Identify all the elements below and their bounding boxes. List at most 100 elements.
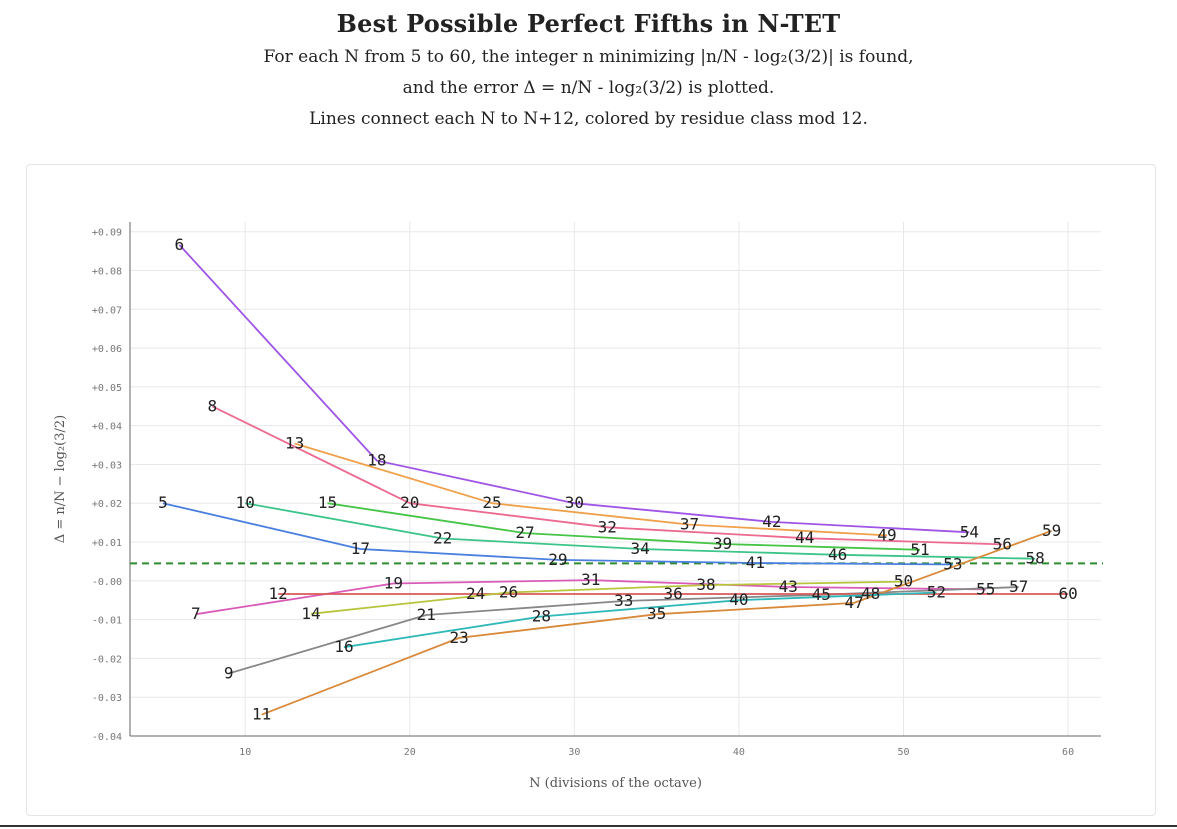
point-label: 42 bbox=[762, 512, 781, 531]
y-tick-label: +0.06 bbox=[92, 344, 122, 355]
description-line-2: and the error Δ = n/N - log₂(3/2) is plo… bbox=[402, 78, 775, 98]
point-label: 59 bbox=[1042, 521, 1061, 540]
point-label: 53 bbox=[943, 555, 962, 574]
point-label: 10 bbox=[236, 493, 255, 512]
point-label: 20 bbox=[400, 493, 419, 512]
series-line bbox=[245, 502, 1036, 560]
point-label: 11 bbox=[252, 705, 271, 724]
point-label: 51 bbox=[910, 540, 929, 559]
point-label: 30 bbox=[565, 493, 584, 512]
series-line bbox=[294, 442, 888, 537]
y-tick-label: -0.01 bbox=[92, 616, 122, 627]
x-tick-label: 50 bbox=[897, 747, 909, 758]
point-label: 7 bbox=[191, 604, 201, 623]
series-lines bbox=[162, 244, 1069, 716]
point-label: 13 bbox=[285, 434, 304, 453]
point-label: 58 bbox=[1026, 549, 1045, 568]
point-label: 27 bbox=[515, 523, 534, 542]
point-label: 38 bbox=[696, 575, 715, 594]
point-label: 40 bbox=[729, 590, 748, 609]
point-label: 37 bbox=[680, 515, 699, 534]
series-line bbox=[327, 502, 921, 551]
series-line bbox=[261, 529, 1052, 716]
point-label: 41 bbox=[746, 553, 765, 572]
point-label: 16 bbox=[334, 637, 353, 656]
series-line bbox=[162, 502, 953, 566]
y-tick-label: +0.04 bbox=[92, 422, 122, 433]
point-label: 52 bbox=[927, 582, 946, 601]
series-line bbox=[211, 405, 1003, 546]
point-label: 60 bbox=[1058, 584, 1077, 603]
point-label: 29 bbox=[548, 550, 567, 569]
x-tick-label: 30 bbox=[568, 747, 580, 758]
point-label: 22 bbox=[433, 529, 452, 548]
point-label: 14 bbox=[301, 604, 320, 623]
y-tick-label: +0.09 bbox=[92, 228, 122, 239]
point-label: 8 bbox=[207, 396, 217, 415]
axes: +0.09 +0.08 +0.07 +0.06 +0.05 +0.04 +0.03 +0.02… bbox=[92, 222, 1101, 758]
y-tick-label: +0.02 bbox=[92, 499, 122, 510]
point-label: 44 bbox=[795, 528, 814, 547]
point-label: 46 bbox=[828, 545, 847, 564]
point-label: 12 bbox=[268, 584, 287, 603]
bottom-rule bbox=[0, 825, 1177, 827]
series-line bbox=[178, 244, 970, 534]
series-line bbox=[343, 591, 937, 649]
chart-description: For each N from 5 to 60, the integer n m… bbox=[0, 42, 1177, 135]
point-label: 26 bbox=[499, 582, 518, 601]
point-label: 54 bbox=[960, 522, 979, 541]
point-label: 45 bbox=[812, 585, 831, 604]
point-label: 34 bbox=[631, 539, 650, 558]
point-label: 48 bbox=[861, 584, 880, 603]
y-tick-label: -0.02 bbox=[92, 654, 122, 665]
point-label: 5 bbox=[158, 493, 168, 512]
x-tick-label: 40 bbox=[733, 747, 745, 758]
point-label: 9 bbox=[224, 664, 234, 683]
x-tick-label: 60 bbox=[1062, 747, 1074, 758]
point-label: 39 bbox=[713, 534, 732, 553]
point-label: 23 bbox=[450, 628, 469, 647]
point-label: 24 bbox=[466, 584, 485, 603]
point-label: 33 bbox=[614, 591, 633, 610]
point-label: 25 bbox=[482, 493, 501, 512]
series-line bbox=[228, 586, 1019, 675]
y-tick-label: +0.08 bbox=[92, 266, 122, 277]
y-tick-label: -0.03 bbox=[92, 693, 122, 704]
point-label: 50 bbox=[894, 572, 913, 591]
description-line-1: For each N from 5 to 60, the integer n m… bbox=[263, 47, 914, 67]
y-tick-label: +0.05 bbox=[92, 383, 122, 394]
x-axis-label: N (divisions of the octave) bbox=[529, 776, 702, 791]
description-line-3: Lines connect each N to N+12, colored by… bbox=[309, 109, 868, 129]
point-label: 28 bbox=[532, 607, 551, 626]
point-label: 47 bbox=[845, 593, 864, 612]
chart-title: Best Possible Perfect Fifths in N-TET bbox=[336, 9, 841, 38]
point-label: 36 bbox=[663, 584, 682, 603]
y-axis-label: Δ = n/N − log₂(3/2) bbox=[53, 415, 68, 543]
point-label: 55 bbox=[976, 579, 995, 598]
y-tick-label: -0.00 bbox=[92, 577, 122, 588]
point-label: 32 bbox=[598, 517, 617, 536]
point-label: 21 bbox=[417, 605, 436, 624]
point-label: 56 bbox=[993, 534, 1012, 553]
point-label: 57 bbox=[1009, 577, 1028, 596]
y-tick-label: -0.04 bbox=[92, 732, 122, 743]
series-line bbox=[310, 580, 904, 615]
y-tick-label: +0.07 bbox=[92, 305, 122, 316]
x-tick-label: 20 bbox=[404, 747, 416, 758]
point-label: 18 bbox=[367, 451, 386, 470]
y-tick-label: +0.03 bbox=[92, 460, 122, 471]
point-label: 31 bbox=[581, 570, 600, 589]
point-label: 49 bbox=[877, 525, 896, 544]
point-label: 6 bbox=[175, 235, 185, 254]
point-label: 19 bbox=[384, 574, 403, 593]
point-label: 15 bbox=[318, 493, 337, 512]
chart-header: Best Possible Perfect Fifths in N-TET Fo… bbox=[0, 0, 1177, 135]
point-label: 35 bbox=[647, 604, 666, 623]
chart-card bbox=[26, 164, 1156, 816]
point-label: 17 bbox=[351, 539, 370, 558]
point-labels: 5678910111213141516171819202122232425262… bbox=[158, 235, 1078, 724]
point-label: 43 bbox=[779, 577, 798, 596]
x-tick-label: 10 bbox=[239, 747, 251, 758]
y-tick-label: +0.01 bbox=[92, 538, 122, 549]
